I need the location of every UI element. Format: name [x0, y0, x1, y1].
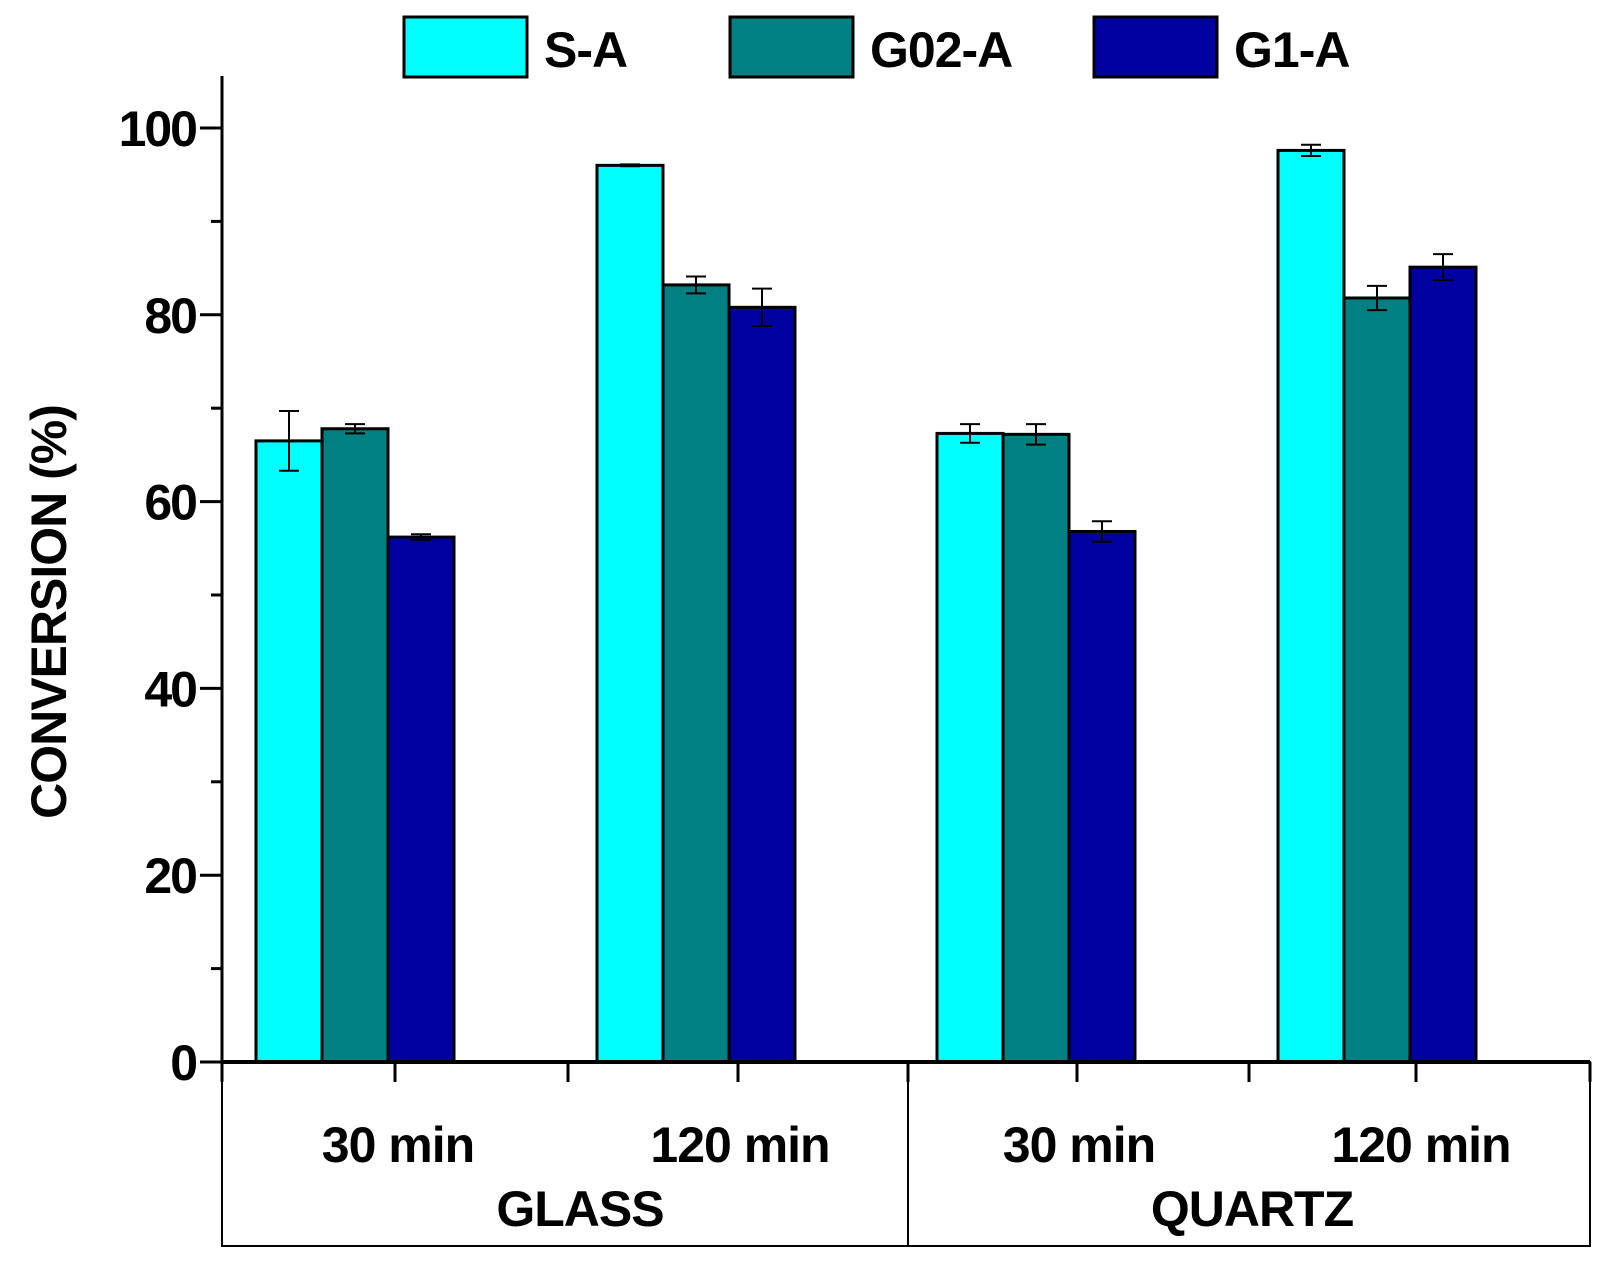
- legend: S-A G02-A G1-A: [402, 15, 1350, 79]
- legend-label: G02-A: [870, 22, 1012, 78]
- legend-label: S-A: [544, 22, 627, 78]
- y-tick-label: 80: [144, 288, 196, 344]
- x-category-label: 30 min: [322, 1117, 474, 1173]
- legend-swatch-g02-a: [728, 15, 855, 79]
- y-axis: 0 20 40 60 80 100: [119, 76, 224, 1091]
- y-tick-label: 20: [144, 848, 196, 904]
- bar-s-a-1: [254, 439, 324, 1064]
- bar-g1-a-3: [1067, 529, 1137, 1064]
- x-category-label: 120 min: [650, 1117, 829, 1173]
- x-category-label: 30 min: [1003, 1117, 1155, 1173]
- x-axis: 30 min 120 min 30 min 120 min GLASS QUARTZ: [220, 1060, 1592, 1247]
- x-group-label: QUARTZ: [1151, 1181, 1354, 1237]
- legend-label: G1-A: [1234, 22, 1349, 78]
- y-axis-title: CONVERSION (%): [21, 405, 77, 819]
- bar-g02-a-1: [320, 427, 390, 1064]
- bars: [254, 143, 1478, 1064]
- bar-s-a-2: [595, 163, 665, 1064]
- y-tick-label: 100: [119, 101, 197, 157]
- bar-g02-a-3: [1001, 432, 1071, 1064]
- x-category-label: 120 min: [1331, 1117, 1510, 1173]
- bar-s-a-3: [935, 431, 1005, 1064]
- y-tick-label: 0: [170, 1035, 196, 1091]
- x-group-label: GLASS: [496, 1181, 663, 1237]
- y-tick-label: 40: [144, 661, 196, 717]
- y-tick-label: 60: [144, 475, 196, 531]
- bar-g02-a-4: [1342, 296, 1412, 1064]
- legend-swatch-s-a: [402, 15, 529, 79]
- bar-g1-a-1: [386, 535, 456, 1064]
- bar-g02-a-2: [661, 283, 731, 1064]
- legend-swatch-g1-a: [1092, 15, 1219, 79]
- bar-g1-a-2: [727, 305, 797, 1064]
- bar-s-a-4: [1276, 148, 1346, 1064]
- bar-g1-a-4: [1408, 265, 1478, 1064]
- category-table: [221, 1061, 1591, 1247]
